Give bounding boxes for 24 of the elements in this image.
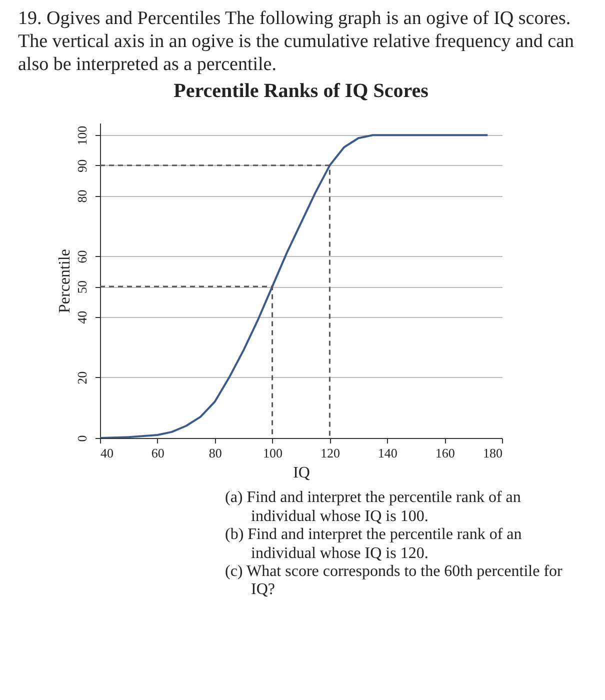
text: (c) What score corresponds to the 60th percentile for IQ? [225, 562, 564, 600]
y-tick-label: 20 [74, 372, 90, 385]
y-tick-label: 60 [74, 250, 90, 264]
y-tick-label: 100 [74, 126, 90, 146]
y-tick-label: 80 [74, 190, 90, 204]
line-series [100, 134, 489, 438]
x-tick-label: 60 [151, 446, 164, 461]
x-tick-label: 100 [263, 446, 283, 461]
x-tick-label: 160 [435, 446, 455, 461]
chart-title: Percentile Ranks of IQ Scores [174, 80, 429, 102]
text: (a) Find and interpret the percentile rank of an individual whose IQ is 100. [225, 489, 522, 526]
y-tick-label: 0 [74, 436, 90, 442]
y-axis-title: Percentile [56, 249, 74, 314]
y-tick-label: 40 [74, 311, 90, 324]
x-axis-title: IQ [293, 464, 310, 482]
x-tick-label: 140 [378, 446, 398, 461]
y-tick-label: 50 [74, 280, 90, 294]
text: (b) Find and interpret the percentile rank of an individual whose IQ is 120. [225, 526, 523, 563]
x-tick-label: 40 [100, 446, 114, 461]
x-tick-label: 80 [208, 446, 222, 461]
x-tick-label: 120 [320, 446, 340, 461]
text: 19. Ogives and Percentiles The following graph is an ogive of IQ scores. The vertical axis in an ogive is the cumulative relative frequency and can also be interpreted as a percentile. [18, 8, 576, 76]
x-tick-label: 180 [483, 446, 502, 461]
y-tick-label: 90 [74, 160, 90, 173]
